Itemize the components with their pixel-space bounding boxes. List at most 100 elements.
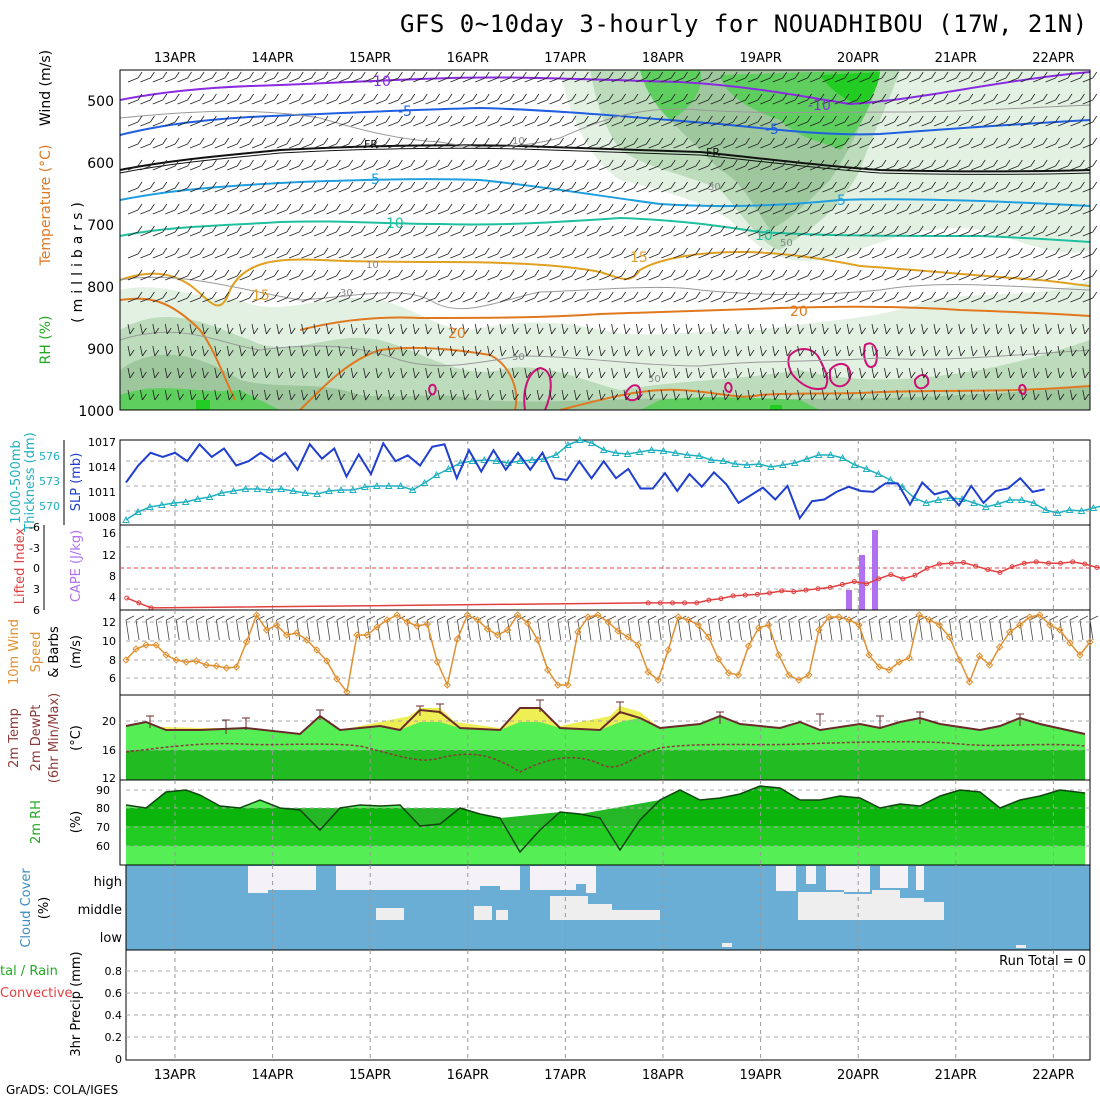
rh-tick: 80 [96,802,110,815]
thickness-point [647,445,656,453]
wind-barb [884,247,899,259]
wind-barb [289,115,304,127]
wind-barb [772,137,788,149]
wind-barb [971,159,986,171]
wind-barb-10m [989,615,998,641]
wind-barb [375,71,391,83]
wind-barb [239,181,254,193]
wind-barb [599,203,614,215]
wind-barb [896,115,912,127]
wind-barb-10m [316,615,325,641]
thickness-point [372,481,381,489]
wind-barb [921,203,936,215]
wind-barb [1045,225,1060,237]
contour-10 [120,216,1090,243]
wind-barb [227,181,242,193]
wind-barb [797,367,804,379]
li-point [791,589,797,595]
wind-barb [1082,181,1098,193]
wind-barb [450,93,465,105]
wind-barb [363,181,378,193]
wind-barb [698,269,713,281]
chart-title: GFS 0~10day 3-hourly for NOUADHIBOU (17W… [400,10,1088,38]
wind-barb [549,181,564,193]
wind-barb-10m [456,615,466,641]
wind-barb [884,137,899,149]
wind-barb [971,203,986,215]
wind-barb [1033,181,1048,193]
wind-barb [574,389,581,401]
wind-barb [214,159,230,171]
wind-barb [599,159,614,171]
wind-barb [1020,389,1028,401]
wind-speed-point [1005,628,1014,636]
wind-barb [226,389,234,401]
wind-barb [611,71,626,83]
wind-barb-10m [718,615,727,641]
wind-barb [995,291,1011,303]
wind-barb [276,203,292,215]
wind-speed-point [905,654,913,662]
wind-barb [983,71,998,83]
wind-barb [301,323,308,335]
wind-barb [264,181,279,193]
date-label-bottom: 13APR [154,1068,196,1083]
thickness-point [552,450,560,458]
wind-barb [995,159,1011,171]
wind-barb-10m [969,615,978,641]
wind-barb [946,181,961,193]
wind-barb [350,367,358,379]
wind-barb [189,115,205,127]
wind-barb [264,323,271,335]
wind-barb [846,323,854,335]
wind-barb [388,71,403,83]
wind-barb [983,225,998,237]
wind-barb [524,93,540,105]
wind-axis-label-1: 10m Wind [7,619,22,685]
wind-barb [140,115,155,127]
wind-barb [413,71,428,83]
wind-barb [462,225,478,237]
wind-barb [723,291,738,303]
wind-speed-point [363,631,371,639]
wind-barb [623,269,639,281]
wind-barb [487,225,502,237]
minmax-bar [616,701,624,714]
wind-barb [127,93,143,105]
wind-barb [1070,367,1077,379]
wind-barb [214,269,230,281]
wind-barb [165,137,180,149]
wind-barb-10m [296,615,305,641]
wind-speed-point [202,661,211,669]
wind-barb [375,115,391,127]
wind-barb [685,269,701,281]
wind-barb [289,225,304,237]
wind-barb [909,203,924,215]
wind-barb [499,345,507,357]
wind-barb [450,269,465,281]
cape-tick: 12 [102,549,116,562]
wind-barb [586,323,594,335]
wind-barb [561,71,577,83]
wind-barb [388,269,403,281]
wind-speed-point [855,621,863,629]
wind-barb-10m [637,615,647,641]
date-label-top: 15APR [349,51,391,66]
rh-axis-label: RH (%) [38,316,54,365]
contour-25-h [724,382,733,394]
wind-barb [772,115,788,127]
wind-barb [388,115,403,127]
wind-barb [971,181,986,193]
thickness-point [265,485,274,493]
pressure-tick: 500 [87,94,114,110]
wind-barb [921,159,936,171]
wind-barb [127,269,143,281]
wind-barb [673,159,688,171]
wind-barb [822,71,837,83]
wind-barb [983,181,998,193]
wind-barb [723,159,738,171]
wind-barb [772,203,788,215]
thickness-point [623,449,632,457]
wind-barb [512,367,519,379]
wind-barb [859,367,866,379]
